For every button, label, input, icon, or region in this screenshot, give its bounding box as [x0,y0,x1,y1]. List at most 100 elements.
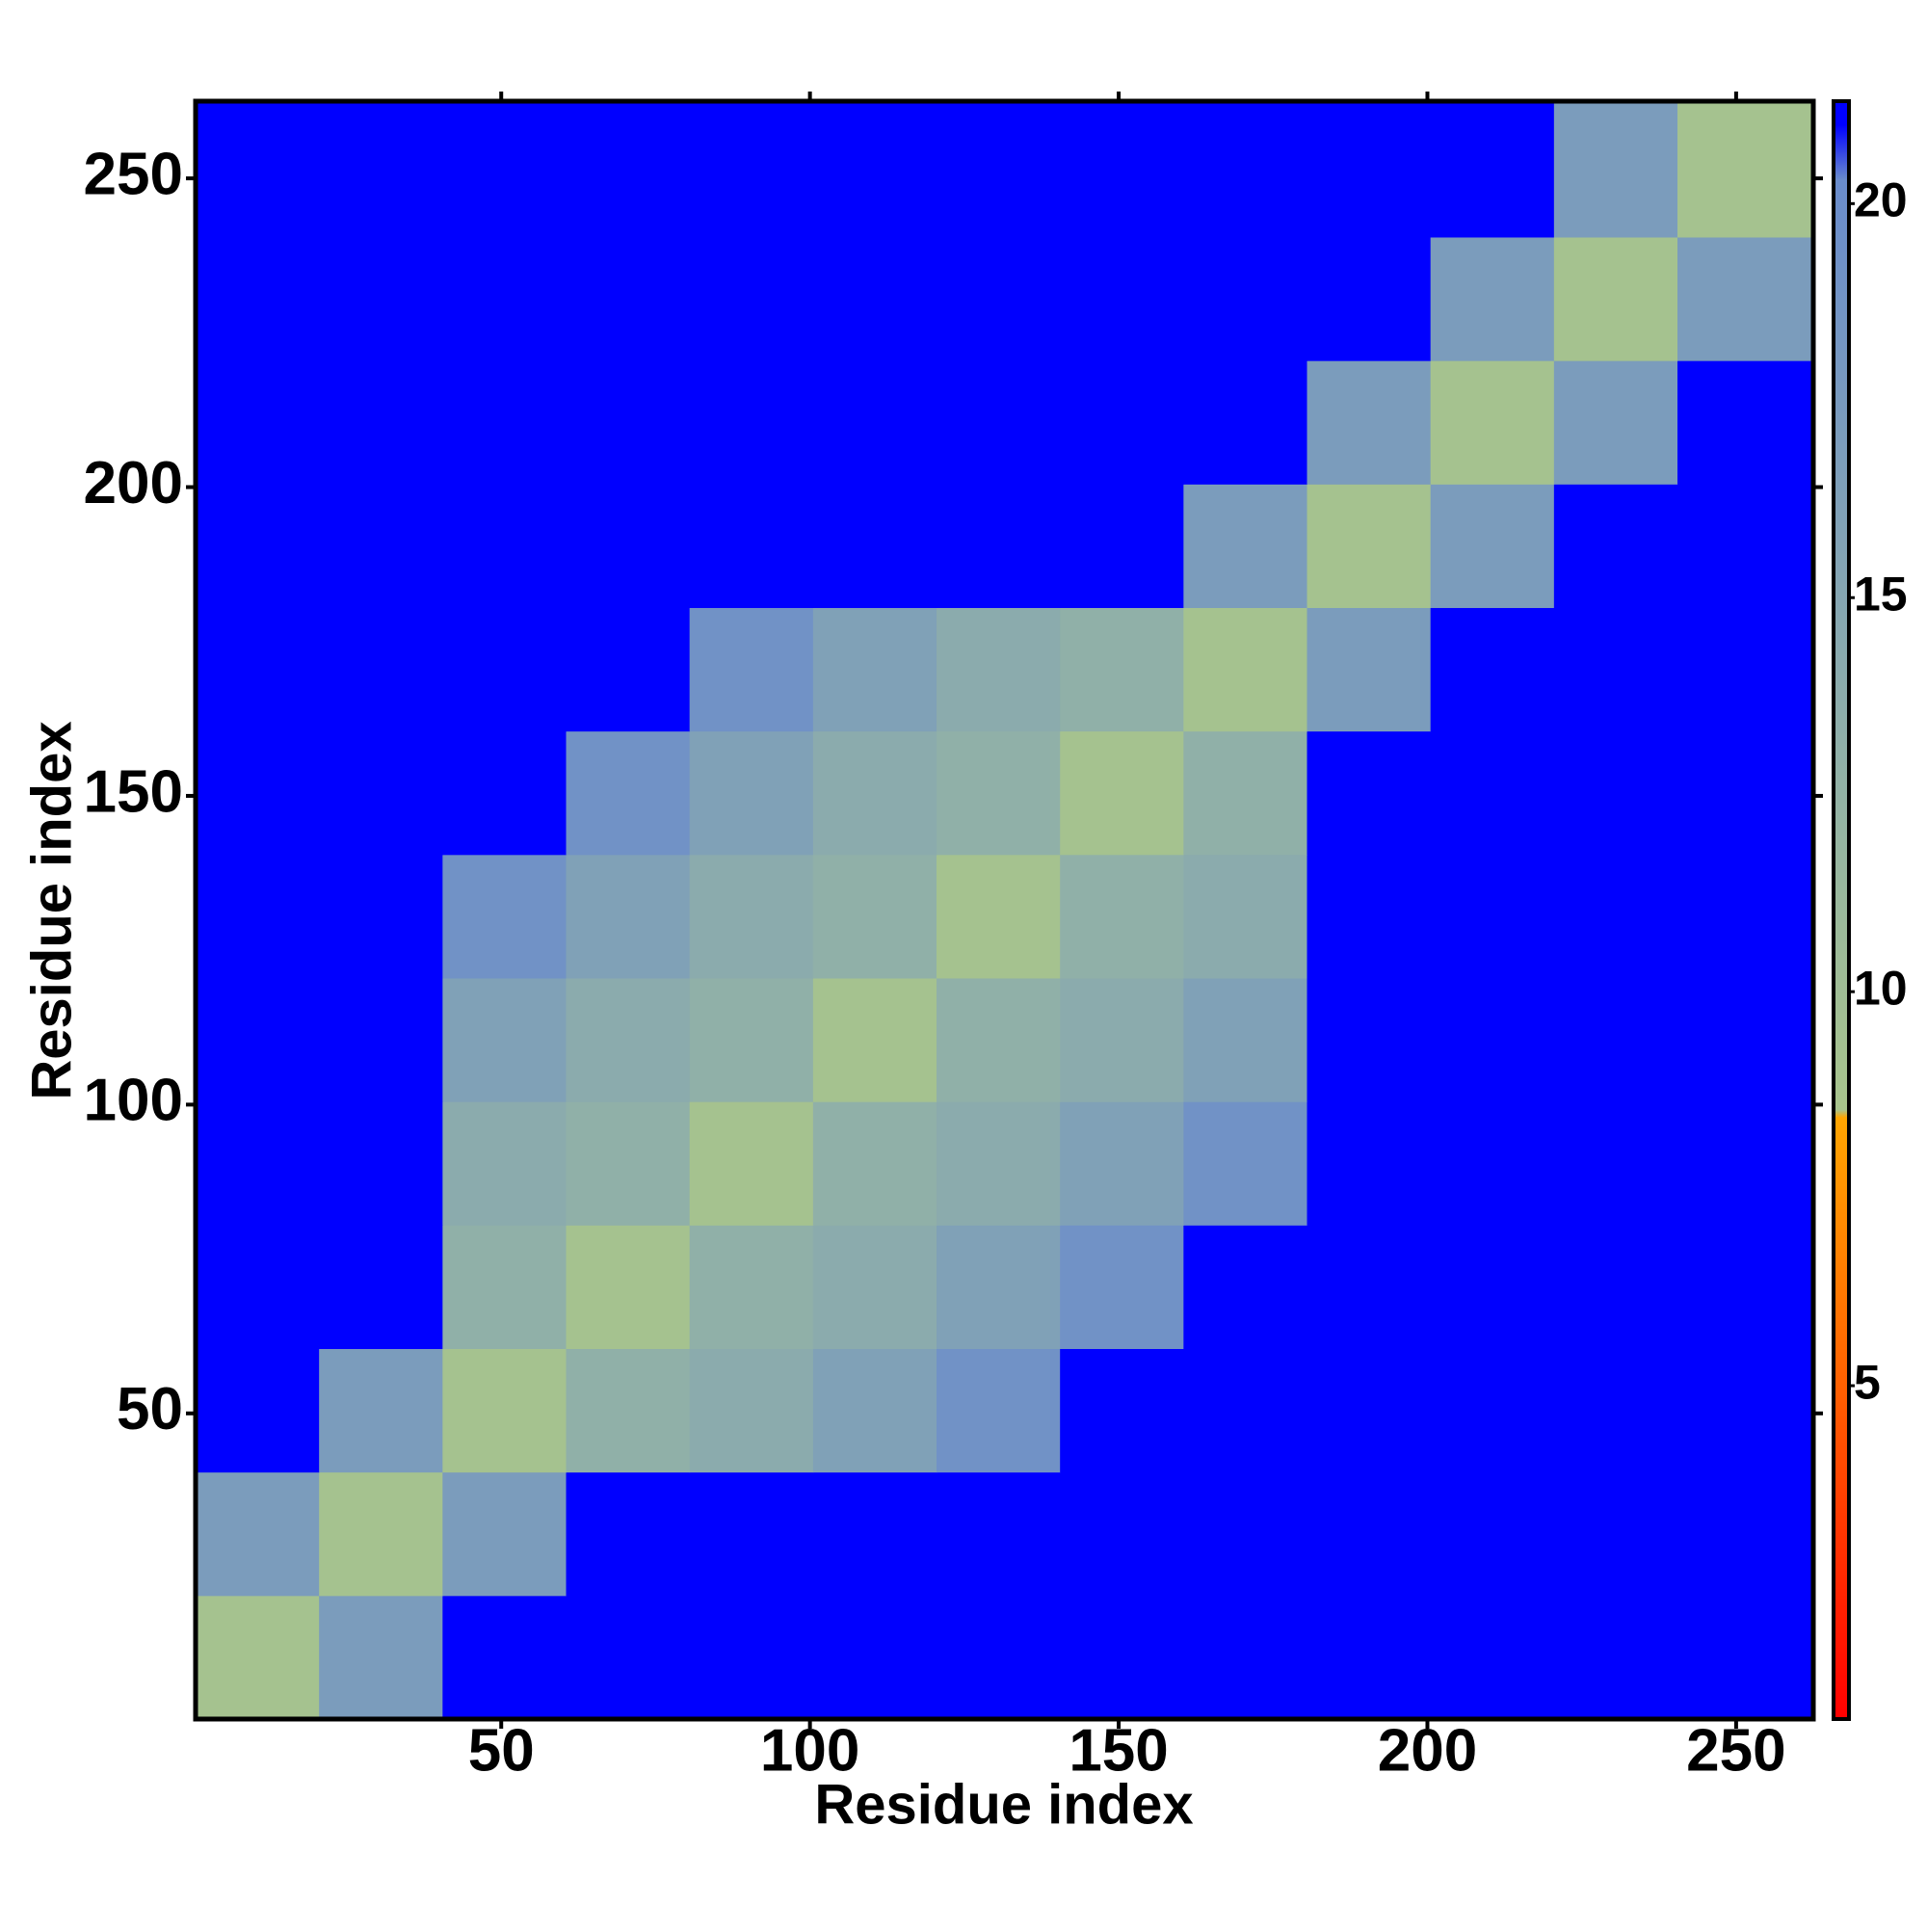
heatmap-cell [1307,1225,1432,1349]
heatmap-cell [812,977,937,1102]
heatmap-cell [1430,1348,1555,1473]
heatmap-cell [442,360,568,485]
heatmap-cell [442,1595,568,1720]
heatmap-cell [937,730,1061,856]
heatmap-cell [689,607,814,732]
heatmap-cell [689,101,814,238]
heatmap-cell [319,730,443,856]
heatmap-cell [1677,1595,1814,1720]
heatmap-cell [1060,854,1184,979]
heatmap-cell [1060,360,1184,485]
heatmap-cell [1553,1101,1678,1226]
heatmap-cell [689,730,814,856]
heatmap-cell [566,1101,691,1226]
heatmap-cell [1307,484,1432,608]
heatmap-cell [1183,1348,1308,1473]
heatmap-cell [689,1348,814,1473]
heatmap-cell [812,236,937,361]
heatmap-cell [196,607,320,732]
heatmap-cell [1183,977,1308,1102]
heatmap-cell [1553,607,1678,732]
x-axis-title: Residue index [814,1773,1193,1836]
heatmap-cell [937,101,1061,238]
heatmap-cell [1183,730,1308,856]
heatmap-cell [442,1471,568,1597]
heatmap-cell [689,854,814,979]
heatmap-cell [566,1225,691,1349]
x-tick-label: 50 [468,1717,535,1784]
heatmap-cell [1553,1225,1678,1349]
heatmap-cell [1677,854,1814,979]
heatmap-cell [1430,360,1555,485]
heatmap-cell [442,101,568,238]
heatmap-cell [1553,1595,1678,1720]
heatmap-cell [196,977,320,1102]
heatmap-cell [1307,1348,1432,1473]
y-axis-title: Residue index [20,721,83,1099]
heatmap-cell [196,236,320,361]
heatmap-cell [1677,360,1814,485]
heatmap-cell [1183,484,1308,608]
heatmap-cell [319,1348,443,1473]
heatmap-cell [812,854,937,979]
heatmap-cell [937,1471,1061,1597]
y-tick-label: 150 [84,758,183,825]
heatmap-cell [812,607,937,732]
heatmap-cell [1677,484,1814,608]
heatmap-cell [1430,1225,1555,1349]
heatmap-cell [937,236,1061,361]
heatmap-cell [1060,1348,1184,1473]
heatmap-cell [1307,1595,1432,1720]
heatmap-cell [566,1348,691,1473]
heatmap-cell [442,1225,568,1349]
heatmap-cell [1430,484,1555,608]
heatmap-cell [1430,1101,1555,1226]
heatmap-cell [442,607,568,732]
heatmap-cell [1060,730,1184,856]
heatmap-cell [1553,236,1678,361]
heatmap-cell [196,1595,320,1720]
heatmap-cell [442,1101,568,1226]
heatmap-cell [1677,1348,1814,1473]
heatmap-cell [689,1595,814,1720]
heatmap-cell [1183,360,1308,485]
heatmap-cell [196,1101,320,1226]
y-tick-label: 50 [117,1376,183,1442]
heatmap-cell [1677,1225,1814,1349]
heatmap-cell [937,854,1061,979]
heatmap-cell [812,1101,937,1226]
heatmap-cell [1060,1595,1184,1720]
heatmap-cell [442,730,568,856]
heatmap-cell [1307,854,1432,979]
heatmap-cell [319,101,443,238]
heatmap-cell [196,1348,320,1473]
heatmap-cell [1430,1595,1555,1720]
heatmap-cell [1553,360,1678,485]
heatmap-cell [1307,730,1432,856]
heatmap-cell [1677,730,1814,856]
heatmap-cell [1553,101,1678,238]
y-tick-label: 100 [84,1068,183,1134]
heatmap-cell [319,854,443,979]
x-tick-label: 150 [1069,1717,1168,1784]
heatmap-cell [1553,730,1678,856]
heatmap-cell [319,1225,443,1349]
heatmap-cell [937,1225,1061,1349]
heatmap-cell [812,1471,937,1597]
heatmap-cell [689,1471,814,1597]
colorbar-tick-label: 15 [1854,567,1908,621]
heatmap-cell [1183,607,1308,732]
heatmap-cell [689,977,814,1102]
heatmap-cell [566,1471,691,1597]
heatmap-cell [1430,607,1555,732]
heatmap-cell [1307,1471,1432,1597]
heatmap-cell [1183,236,1308,361]
heatmap-cell [319,360,443,485]
heatmap-cell [1307,977,1432,1102]
heatmap-cell [1430,236,1555,361]
heatmap-cell [1430,730,1555,856]
heatmap-cell [1307,360,1432,485]
x-tick-label: 250 [1686,1717,1785,1784]
heatmap-cell [1430,854,1555,979]
heatmap-cell [689,1225,814,1349]
